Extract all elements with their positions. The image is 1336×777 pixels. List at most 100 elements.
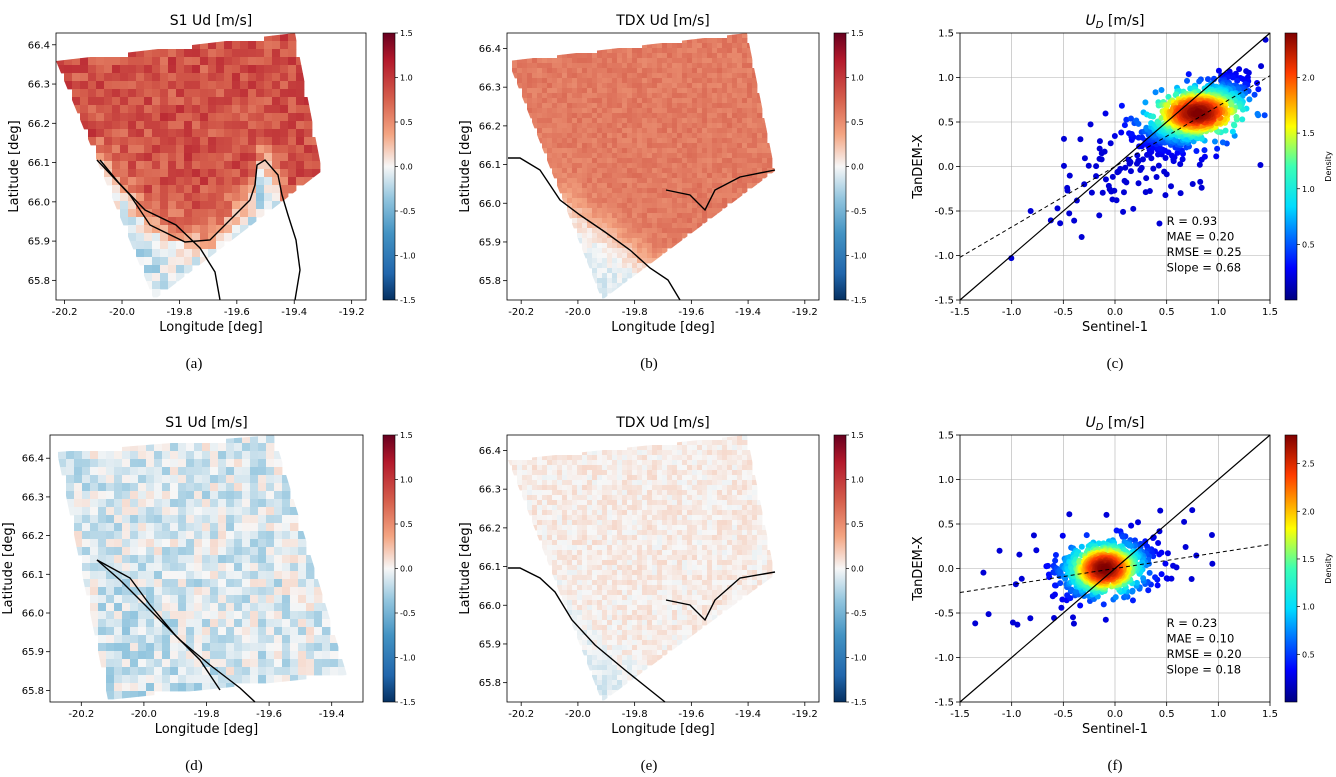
- heatmap-cell: [742, 148, 748, 154]
- heatmap-cell: [607, 138, 613, 144]
- heatmap-cell: [737, 133, 743, 139]
- heatmap-cell: [657, 98, 663, 104]
- heatmap-cell: [592, 68, 598, 74]
- heatmap-cell: [280, 97, 289, 106]
- heatmap-cell: [612, 238, 618, 244]
- heatmap-cell: [667, 63, 673, 69]
- heatmap-cell: [264, 105, 273, 114]
- heatmap-cell: [567, 88, 573, 94]
- heatmap-cell: [572, 123, 578, 129]
- heatmap-cell: [120, 121, 129, 130]
- heatmap-cell: [612, 253, 618, 259]
- heatmap-cell: [112, 89, 121, 98]
- heatmap-cell: [592, 53, 598, 59]
- heatmap-cell: [707, 440, 713, 446]
- scatter-point: [1096, 145, 1103, 152]
- heatmap-cell: [637, 193, 643, 199]
- heatmap-cell: [647, 485, 653, 491]
- heatmap-cell: [152, 225, 161, 234]
- heatmap-cell: [72, 105, 81, 114]
- heatmap-cell: [567, 178, 573, 184]
- heatmap-cell: [647, 178, 653, 184]
- heatmap-cell: [707, 108, 713, 114]
- heatmap-cell: [314, 627, 323, 636]
- heatmap-cell: [587, 133, 593, 139]
- heatmap-cell: [717, 68, 723, 74]
- heatmap-cell: [96, 81, 105, 90]
- scatter-point: [1201, 153, 1208, 160]
- heatmap-cell: [632, 248, 638, 254]
- heatmap-cell: [186, 635, 195, 644]
- heatmap-cell: [122, 475, 131, 484]
- heatmap-cell: [647, 83, 653, 89]
- heatmap-cell: [702, 88, 708, 94]
- heatmap-cell: [717, 98, 723, 104]
- scatter-point: [1261, 112, 1268, 119]
- heatmap-cell: [667, 113, 673, 119]
- heatmap-cell: [258, 443, 267, 452]
- heatmap-cell: [547, 108, 553, 114]
- heatmap-cell: [106, 643, 115, 652]
- heatmap-cell: [234, 507, 243, 516]
- heatmap-cell: [226, 547, 235, 556]
- heatmap-cell: [657, 188, 663, 194]
- heatmap-cell: [210, 675, 219, 684]
- heatmap-cell: [692, 188, 698, 194]
- heatmap-cell: [717, 73, 723, 79]
- heatmap-cell: [248, 169, 257, 178]
- heatmap-cell: [657, 213, 663, 219]
- heatmap-cell: [587, 480, 593, 486]
- heatmap-cell: [637, 83, 643, 89]
- y-tick-label: 66.0: [479, 199, 501, 210]
- heatmap-cell: [637, 133, 643, 139]
- heatmap-cell: [146, 531, 155, 540]
- heatmap-cell: [522, 58, 528, 64]
- heatmap-cell: [597, 450, 603, 456]
- x-axis-label: Longitude [deg]: [155, 722, 258, 737]
- heatmap-cell: [66, 475, 75, 484]
- heatmap-cell: [742, 163, 748, 169]
- heatmap-cell: [682, 460, 688, 466]
- heatmap-cell: [587, 108, 593, 114]
- heatmap-cell: [592, 213, 598, 219]
- heatmap-cell: [577, 123, 583, 129]
- heatmap-cell: [522, 490, 528, 496]
- heatmap-cell: [642, 248, 648, 254]
- heatmap-cell: [677, 228, 683, 234]
- heatmap-cell: [122, 555, 131, 564]
- heatmap-field: [512, 33, 775, 299]
- heatmap-cell: [717, 63, 723, 69]
- heatmap-cell: [527, 108, 533, 114]
- heatmap-cell: [537, 460, 543, 466]
- heatmap-cell: [692, 455, 698, 461]
- heatmap-cell: [627, 103, 633, 109]
- scatter-point: [1121, 122, 1128, 129]
- heatmap-cell: [562, 158, 568, 164]
- heatmap-cell: [160, 225, 169, 234]
- heatmap-cell: [178, 659, 187, 668]
- heatmap-cell: [242, 539, 251, 548]
- heatmap-cell: [146, 643, 155, 652]
- heatmap-cell: [130, 531, 139, 540]
- scatter-point: [1105, 182, 1112, 189]
- heatmap-cell: [274, 555, 283, 564]
- heatmap-cell: [224, 73, 233, 82]
- heatmap-cell: [552, 118, 558, 124]
- heatmap-cell: [304, 145, 313, 154]
- heatmap-cell: [602, 83, 608, 89]
- heatmap-cell: [707, 470, 713, 476]
- heatmap-cell: [572, 183, 578, 189]
- heatmap-cell: [218, 523, 227, 532]
- heatmap-cell: [637, 480, 643, 486]
- heatmap-cell: [632, 108, 638, 114]
- heatmap-cell: [258, 611, 267, 620]
- heatmap-cell: [597, 63, 603, 69]
- heatmap-cell: [657, 103, 663, 109]
- heatmap-cell: [82, 515, 91, 524]
- heatmap-cell: [692, 460, 698, 466]
- heatmap-cell: [290, 539, 299, 548]
- heatmap-cell: [647, 123, 653, 129]
- heatmap-cell: [677, 198, 683, 204]
- heatmap-cell: [250, 603, 259, 612]
- heatmap-cell: [202, 467, 211, 476]
